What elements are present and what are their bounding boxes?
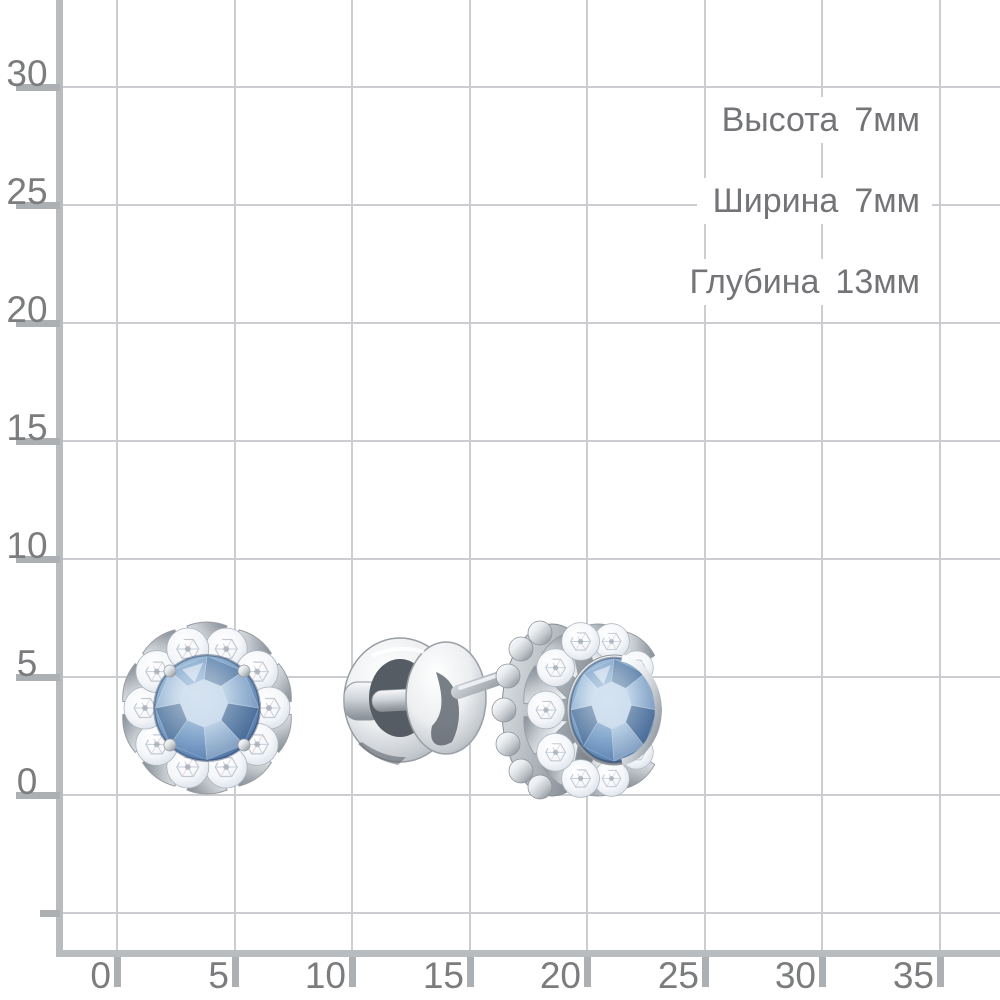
stud-earring-side-view [491, 620, 663, 800]
grid-vline [821, 0, 823, 950]
y-tick-minor [40, 910, 60, 917]
dimension-width-line: Ширина 7мм [696, 178, 932, 224]
y-axis-label: 0 [16, 761, 38, 802]
dimension-height-line: Высота 7мм [705, 97, 932, 143]
stud-earring-front-view [118, 621, 296, 795]
grid-hline [59, 86, 1000, 88]
y-tick [16, 674, 60, 681]
y-tick [16, 792, 60, 799]
x-tick [114, 957, 121, 987]
x-tick [819, 957, 826, 987]
grid-hline [59, 558, 1000, 560]
grid-vline [469, 0, 471, 950]
y-tick [16, 556, 60, 563]
dimension-value: 7мм [854, 100, 920, 139]
y-axis-label: 15 [6, 407, 48, 448]
grid-vline [939, 0, 941, 950]
grid-hline [59, 440, 1000, 442]
prongs [163, 664, 251, 752]
x-tick [937, 957, 944, 987]
y-tick [16, 438, 60, 445]
x-tick [584, 957, 591, 987]
grid-hline [59, 912, 1000, 914]
dimension-label: Глубина [689, 262, 820, 301]
x-axis-label: 15 [422, 955, 464, 996]
y-tick [16, 320, 60, 327]
dimension-value: 13мм [835, 262, 920, 301]
grid-vline [704, 0, 706, 950]
grid-vline [586, 0, 588, 950]
x-axis-label: 0 [90, 955, 111, 996]
x-axis-label: 20 [539, 955, 581, 996]
grid-vline [116, 0, 118, 950]
dimension-label: Высота [721, 100, 839, 139]
grid-vline [234, 0, 236, 950]
butterfly-clutch-back [343, 637, 487, 765]
x-axis-label: 25 [657, 955, 699, 996]
grid-hline [59, 794, 1000, 796]
y-axis-line [56, 0, 63, 957]
dimension-depth-line: Глубина 13мм [673, 259, 932, 305]
x-axis-label: 35 [892, 955, 934, 996]
x-axis-line [56, 950, 1000, 957]
grid-hline [59, 322, 1000, 324]
x-axis-label: 5 [208, 955, 229, 996]
grid-vline [351, 0, 353, 950]
grid-hline [59, 204, 1000, 206]
y-tick [16, 202, 60, 209]
x-tick [702, 957, 709, 987]
back-plate-scallops [491, 620, 553, 800]
x-axis-label: 30 [774, 955, 816, 996]
y-axis-label: 10 [6, 525, 48, 566]
x-tick [349, 957, 356, 987]
y-tick [16, 84, 60, 91]
y-axis-label: 25 [6, 171, 48, 212]
dimension-label: Ширина [712, 181, 839, 220]
y-axis-label: 30 [6, 53, 48, 94]
x-tick [467, 957, 474, 987]
dimension-value: 7мм [854, 181, 920, 220]
x-tick [232, 957, 239, 987]
y-axis-label: 5 [16, 643, 38, 684]
x-axis-label: 10 [304, 955, 346, 996]
y-axis-label: 20 [6, 289, 48, 330]
bezel-rim-highlight [621, 654, 662, 766]
